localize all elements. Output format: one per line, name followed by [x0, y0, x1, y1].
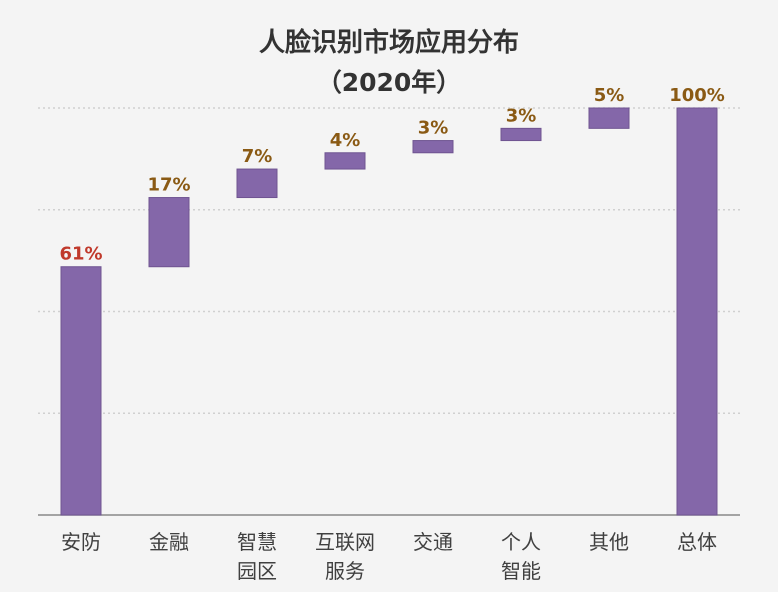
value-label-7: 100% [669, 85, 725, 106]
value-label-0: 61% [59, 244, 102, 265]
bar-4 [412, 140, 454, 154]
category-label-4: 交通 [413, 530, 453, 554]
category-label-3-line-1: 服务 [325, 559, 365, 583]
chart-title: 人脸识别市场应用分布 [258, 28, 519, 58]
grid-lines [38, 107, 740, 516]
chart-subtitle: （2020年） [316, 68, 462, 97]
category-label-0: 安防 [61, 530, 101, 554]
value-label-4: 3% [418, 118, 449, 139]
category-label-6: 其他 [589, 530, 629, 554]
category-label-1: 金融 [149, 530, 189, 554]
category-label-2-line-0: 智慧 [237, 530, 277, 554]
bar-1 [148, 197, 190, 268]
bar-2 [236, 168, 278, 199]
value-labels: 61% 17% 7% 4% 3% 3% 5% 100% [59, 85, 724, 265]
bar-6 [588, 107, 630, 129]
category-label-3-line-0: 互联网 [315, 530, 375, 554]
value-label-3: 4% [330, 130, 361, 151]
value-label-6: 5% [594, 85, 625, 106]
category-label-5-line-0: 个人 [501, 530, 541, 554]
bars [60, 107, 718, 516]
bar-0 [60, 266, 102, 516]
bar-3 [324, 152, 366, 170]
value-label-5: 3% [506, 105, 537, 126]
category-label-5-line-1: 智能 [501, 559, 541, 583]
bar-5 [500, 127, 542, 142]
category-label-7: 总体 [677, 530, 717, 554]
value-label-2: 7% [242, 146, 273, 167]
value-label-1: 17% [147, 175, 190, 196]
category-label-2-line-1: 园区 [237, 559, 277, 583]
bar-7 [676, 107, 718, 516]
